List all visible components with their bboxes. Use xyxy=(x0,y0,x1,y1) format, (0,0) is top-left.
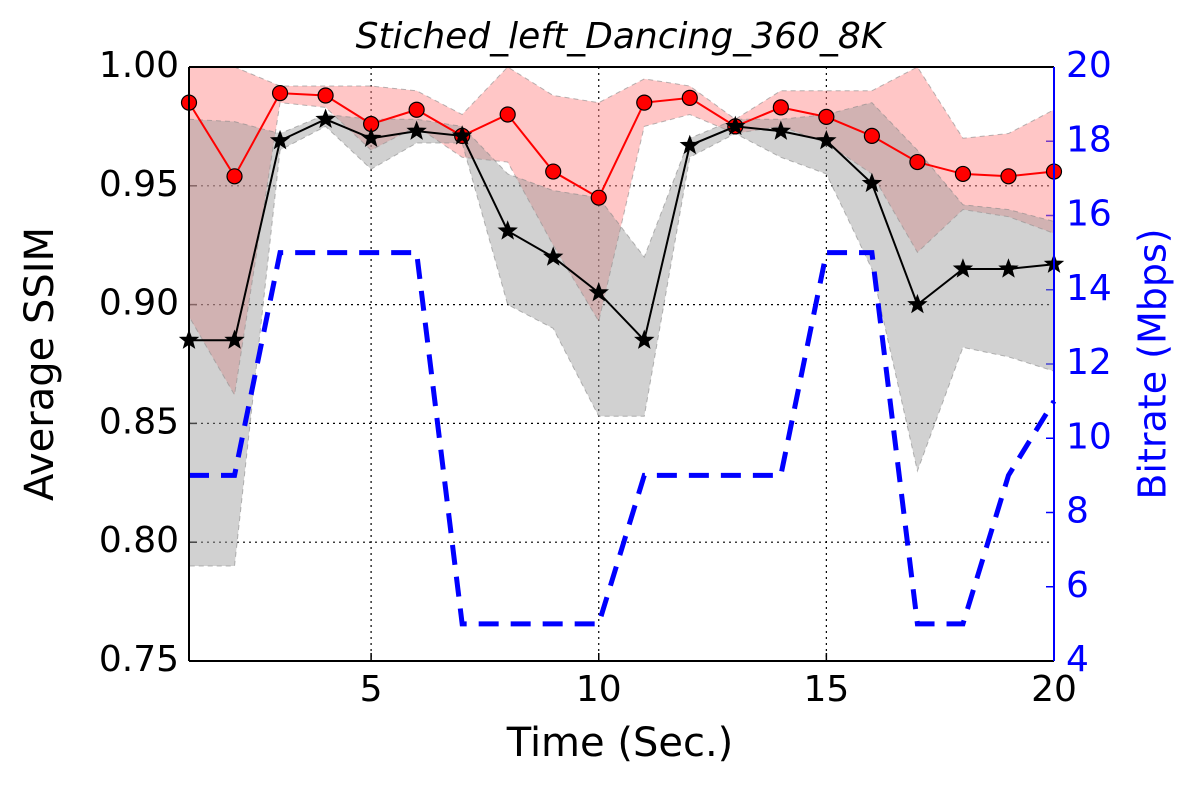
data-point xyxy=(317,87,334,104)
x-axis-label: Time (Sec.) xyxy=(506,720,734,766)
x-tick-label: 10 xyxy=(576,669,622,710)
data-point xyxy=(679,134,700,155)
y-tick-label: 0.85 xyxy=(99,401,179,442)
data-point xyxy=(725,115,746,136)
y2-tick-label: 6 xyxy=(1066,565,1089,606)
y2-tick-label: 16 xyxy=(1066,194,1112,235)
confidence-band xyxy=(189,67,1054,397)
confidence-band xyxy=(189,102,1054,567)
data-point xyxy=(816,129,837,150)
y2-axis-label: Bitrate (Mbps) xyxy=(1131,228,1175,499)
data-point xyxy=(818,108,835,125)
data-line xyxy=(189,250,1057,627)
data-point xyxy=(590,189,607,206)
data-line xyxy=(188,92,1055,200)
data-point xyxy=(224,329,245,349)
x-tick-label: 15 xyxy=(803,669,849,710)
chart-title: Stiched_left_Dancing_360_8K xyxy=(356,16,887,57)
data-point xyxy=(543,246,564,266)
data-point xyxy=(226,168,243,185)
data-point xyxy=(998,258,1019,278)
data-point xyxy=(1000,168,1017,185)
y2-tick-label: 10 xyxy=(1066,416,1112,457)
y-tick-label: 0.90 xyxy=(99,283,179,324)
y2-tick-label: 20 xyxy=(1066,45,1112,86)
data-point xyxy=(360,127,382,147)
data-point xyxy=(271,85,289,102)
data-point xyxy=(408,101,425,118)
data-point xyxy=(497,220,518,240)
data-point xyxy=(315,108,336,128)
data-point xyxy=(861,172,883,193)
data-point xyxy=(545,163,562,180)
y2-tick-label: 18 xyxy=(1066,119,1112,160)
y-tick-label: 0.75 xyxy=(99,639,179,680)
data-point xyxy=(772,99,789,116)
data-point xyxy=(451,125,473,145)
x-tick-label: 20 xyxy=(1031,669,1077,710)
data-point xyxy=(907,293,928,314)
data-point xyxy=(954,165,972,183)
x-tick-label: 5 xyxy=(360,669,383,710)
y2-tick-label: 8 xyxy=(1066,491,1089,532)
data-point xyxy=(681,89,698,106)
data-point xyxy=(863,127,880,145)
data-point xyxy=(636,94,653,111)
data-point xyxy=(269,129,291,150)
data-point xyxy=(770,120,792,140)
y-tick-label: 1.00 xyxy=(99,45,179,86)
data-point xyxy=(952,258,974,278)
data-point xyxy=(499,106,516,123)
y-axis-label: Average SSIM xyxy=(17,227,63,501)
y-tick-label: 0.95 xyxy=(99,164,179,205)
data-line xyxy=(189,118,1055,343)
y-tick-label: 0.80 xyxy=(99,520,179,561)
y2-tick-label: 14 xyxy=(1066,268,1112,309)
data-point xyxy=(406,120,427,140)
data-point xyxy=(634,329,655,349)
data-point xyxy=(588,282,609,302)
y2-tick-label: 12 xyxy=(1066,342,1112,383)
y2-tick-label: 4 xyxy=(1066,639,1089,680)
data-point xyxy=(909,153,926,171)
